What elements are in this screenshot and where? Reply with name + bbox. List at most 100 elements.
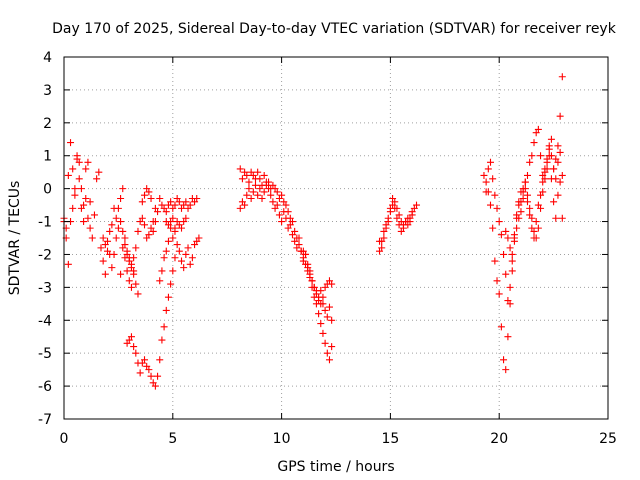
data-point bbox=[110, 250, 118, 258]
data-point bbox=[528, 152, 536, 160]
y-tick-label: 3 bbox=[43, 83, 52, 99]
data-point bbox=[134, 290, 142, 298]
data-point bbox=[500, 356, 508, 364]
series-arc-f bbox=[123, 254, 179, 390]
data-point bbox=[552, 214, 560, 222]
data-point bbox=[502, 227, 510, 235]
data-point bbox=[173, 241, 181, 249]
data-point bbox=[241, 201, 249, 209]
data-point bbox=[117, 218, 125, 226]
data-point bbox=[182, 198, 190, 206]
y-tick-label: 0 bbox=[43, 182, 52, 198]
data-point bbox=[556, 148, 564, 156]
data-point bbox=[404, 221, 412, 229]
data-point bbox=[171, 254, 179, 262]
data-point bbox=[132, 244, 140, 252]
data-point bbox=[530, 227, 538, 235]
data-point bbox=[254, 191, 262, 199]
data-point bbox=[504, 297, 512, 305]
data-point bbox=[188, 254, 196, 262]
data-point bbox=[550, 165, 558, 173]
data-point bbox=[306, 267, 314, 275]
data-point bbox=[278, 191, 286, 199]
data-point bbox=[67, 139, 75, 147]
data-point bbox=[513, 224, 521, 232]
data-point bbox=[180, 264, 188, 272]
data-point bbox=[77, 204, 85, 212]
data-point bbox=[114, 224, 122, 232]
data-point bbox=[134, 227, 142, 235]
data-point bbox=[486, 158, 494, 166]
data-point bbox=[182, 250, 190, 258]
data-point bbox=[295, 234, 303, 242]
data-point bbox=[84, 214, 92, 222]
data-point bbox=[156, 277, 164, 285]
data-point bbox=[395, 221, 403, 229]
x-tick-labels: 0 5 10 15 20 25 bbox=[60, 431, 617, 447]
data-point bbox=[280, 208, 288, 216]
data-point bbox=[299, 257, 307, 265]
data-point bbox=[275, 211, 283, 219]
data-points bbox=[60, 73, 566, 390]
data-point bbox=[127, 283, 135, 291]
data-point bbox=[247, 195, 255, 203]
data-point bbox=[69, 165, 77, 173]
data-point bbox=[489, 175, 497, 183]
y-tick-label: -2 bbox=[38, 247, 52, 263]
data-point bbox=[186, 201, 194, 209]
data-point bbox=[151, 218, 159, 226]
data-point bbox=[502, 366, 510, 374]
data-point bbox=[547, 135, 555, 143]
data-point bbox=[406, 214, 414, 222]
data-point bbox=[117, 195, 125, 203]
data-point bbox=[558, 171, 566, 179]
data-point bbox=[328, 343, 336, 351]
data-point bbox=[502, 270, 510, 278]
data-point bbox=[497, 231, 505, 239]
data-point bbox=[86, 198, 94, 206]
data-point bbox=[97, 244, 105, 252]
data-point bbox=[319, 329, 327, 337]
data-point bbox=[491, 191, 499, 199]
data-point bbox=[73, 155, 81, 163]
y-tick-label: 1 bbox=[43, 149, 52, 165]
data-point bbox=[93, 175, 101, 183]
data-point bbox=[141, 356, 149, 364]
data-point bbox=[486, 201, 494, 209]
data-point bbox=[384, 218, 392, 226]
data-point bbox=[378, 244, 386, 252]
y-tick-label: -6 bbox=[38, 379, 52, 395]
data-point bbox=[517, 208, 525, 216]
data-point bbox=[121, 234, 129, 242]
data-point bbox=[69, 204, 77, 212]
data-point bbox=[558, 73, 566, 81]
data-point bbox=[125, 257, 133, 265]
data-point bbox=[547, 175, 555, 183]
data-point bbox=[328, 280, 336, 288]
data-point bbox=[506, 244, 514, 252]
data-point bbox=[258, 195, 266, 203]
series-arc-m bbox=[376, 195, 416, 252]
data-point bbox=[526, 158, 534, 166]
data-point bbox=[121, 241, 129, 249]
x-tick-label: 20 bbox=[490, 431, 508, 447]
data-point bbox=[317, 320, 325, 328]
data-point bbox=[269, 198, 277, 206]
data-point bbox=[325, 303, 333, 311]
series-arc-d bbox=[117, 204, 159, 272]
data-point bbox=[108, 221, 116, 229]
data-point bbox=[526, 204, 534, 212]
data-point bbox=[125, 277, 133, 285]
data-point bbox=[171, 201, 179, 209]
series-arc-p bbox=[502, 152, 566, 258]
data-point bbox=[408, 208, 416, 216]
data-point bbox=[534, 224, 542, 232]
data-point bbox=[484, 165, 492, 173]
data-point bbox=[532, 234, 540, 242]
plot-frame bbox=[63, 56, 609, 420]
data-point bbox=[265, 178, 273, 186]
data-point bbox=[504, 333, 512, 341]
data-point bbox=[193, 195, 201, 203]
data-point bbox=[497, 323, 505, 331]
data-point bbox=[162, 306, 170, 314]
